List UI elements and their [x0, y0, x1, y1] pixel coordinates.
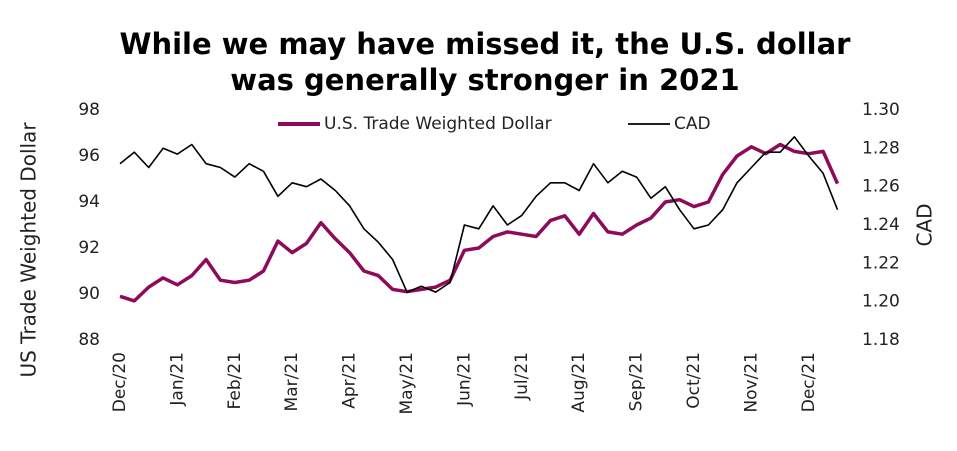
y-tick-label: 92: [78, 238, 100, 258]
y-tick-label: 88: [78, 330, 100, 350]
x-tick-label: Jul/21: [512, 352, 532, 401]
legend-label: CAD: [674, 114, 711, 134]
y2-tick-label: 1.20: [862, 292, 900, 312]
y2-tick-label: 1.22: [862, 253, 900, 273]
y2-tick-label: 1.28: [862, 138, 900, 158]
x-tick-label: Dec/20: [110, 352, 130, 412]
y2-tick-label: 1.26: [862, 177, 900, 197]
y-tick-label: 90: [78, 284, 100, 304]
x-tick-label: Jan/21: [167, 352, 187, 407]
legend-label: U.S. Trade Weighted Dollar: [324, 114, 552, 134]
x-tick-label: Oct/21: [684, 352, 704, 409]
y2-tick-label: 1.24: [862, 215, 900, 235]
x-tick-label: Apr/21: [340, 352, 360, 409]
x-tick-label: Sep/21: [627, 352, 647, 411]
x-tick-label: Nov/21: [741, 352, 761, 413]
y-axis-label: US Trade Weighted Dollar: [17, 122, 41, 378]
series-line: [119, 142, 840, 303]
y2-tick-label: 1.30: [862, 100, 900, 120]
y-tick-label: 96: [78, 146, 100, 166]
x-tick-label: Aug/21: [569, 352, 589, 413]
y2-tick-label: 1.18: [862, 330, 900, 350]
x-tick-label: Dec/21: [799, 352, 819, 412]
x-tick-label: May/21: [397, 352, 417, 415]
y2-axis-label: CAD: [913, 203, 937, 246]
y-tick-label: 98: [78, 100, 100, 120]
x-tick-label: Mar/21: [282, 352, 302, 411]
chart-title: While we may have missed it, the U.S. do…: [119, 27, 851, 97]
x-tick-label: Jun/21: [454, 352, 474, 407]
y-tick-label: 94: [78, 192, 100, 212]
series-line: [119, 136, 839, 293]
x-tick-label: Feb/21: [225, 352, 245, 409]
